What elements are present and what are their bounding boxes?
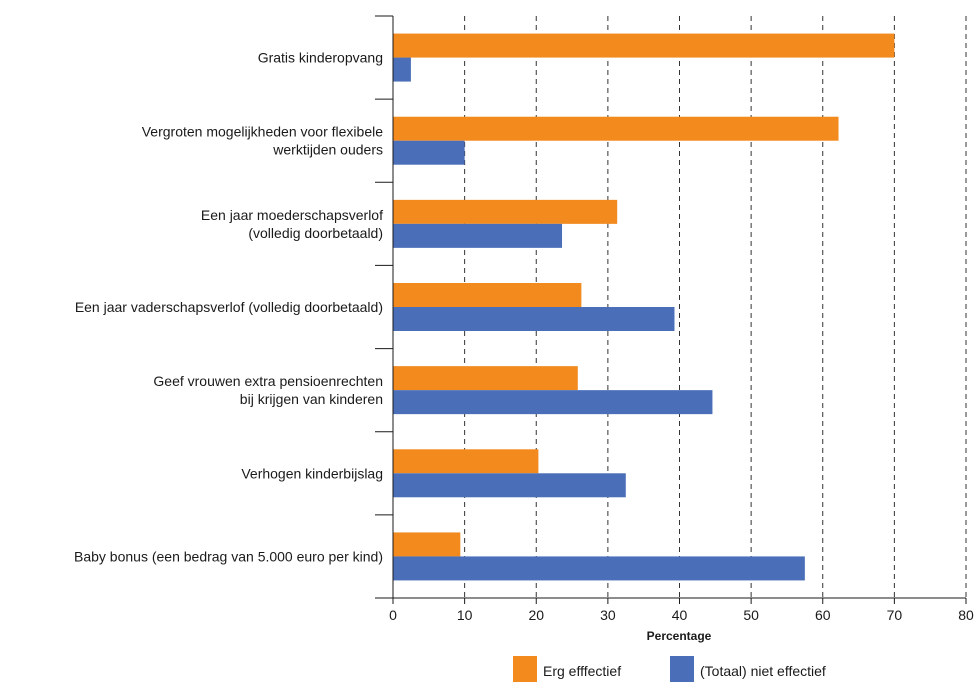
x-tick-label: 10 [457, 607, 473, 623]
bar-erg-effectief [393, 283, 582, 307]
category-label: Gratis kinderopvang [258, 50, 383, 66]
category-label-line: Verhogen kinderbijslag [241, 465, 383, 481]
axes [375, 15, 967, 604]
category-label: Geef vrouwen extra pensioenrechten bij kr… [153, 373, 383, 407]
bar-niet-effectief [393, 390, 713, 415]
category-label-line: Een jaar vaderschapsverlof (volledig doo… [75, 299, 383, 315]
legend-label: Erg efffectief [543, 663, 621, 679]
bar-erg-effectief [393, 116, 839, 141]
category-label-line: (volledig doorbetaald) [248, 225, 383, 241]
category-label: Vergroten mogelijkheden voor flexibele we… [142, 124, 383, 158]
x-tick-labels: 0 10 20 30 40 50 60 70 80 [389, 607, 974, 623]
x-tick-label: 20 [528, 607, 544, 623]
bar-erg-effectief [393, 33, 895, 58]
category-labels: Gratis kinderopvang Vergroten mogelijkhed… [74, 50, 383, 565]
bar-erg-effectief [393, 199, 618, 224]
category-label-line: Een jaar moederschapsverlof [201, 207, 383, 223]
bar-niet-effectief [393, 307, 675, 331]
bar-niet-effectief [393, 223, 563, 248]
category-label-line: werktijden ouders [272, 142, 383, 158]
bar-niet-effectief [393, 57, 411, 82]
category-label-line: Gratis kinderopvang [258, 50, 383, 66]
bar-niet-effectief [393, 473, 626, 498]
x-tick-label: 40 [672, 607, 688, 623]
x-tick-label: 80 [958, 607, 974, 623]
category-label-line: Baby bonus (een bedrag van 5.000 euro pe… [74, 548, 383, 564]
x-axis-label: Percentage [647, 629, 712, 643]
x-tick-label: 60 [815, 607, 831, 623]
x-tick-label: 30 [600, 607, 616, 623]
category-label-line: bij krijgen van kinderen [240, 391, 383, 407]
bar-niet-effectief [393, 556, 805, 581]
category-label-line: Geef vrouwen extra pensioenrechten [153, 373, 383, 389]
bar-erg-effectief [393, 366, 578, 391]
bar-erg-effectief [393, 449, 539, 474]
x-tick-label: 50 [743, 607, 759, 623]
bars [393, 33, 895, 581]
category-label-line: Vergroten mogelijkheden voor flexibele [142, 124, 383, 140]
legend-label: (Totaal) niet effectief [700, 663, 826, 679]
x-tick-label: 70 [887, 607, 903, 623]
legend-swatch [513, 656, 537, 682]
category-label: Een jaar moederschapsverlof (volledig doo… [201, 207, 383, 241]
legend: Erg efffectief (Totaal) niet effectief [513, 656, 826, 682]
category-label: Verhogen kinderbijslag [241, 465, 383, 481]
x-tick-label: 0 [389, 607, 397, 623]
bar-niet-effectief [393, 140, 465, 165]
category-label: Baby bonus (een bedrag van 5.000 euro pe… [74, 548, 383, 564]
category-label: Een jaar vaderschapsverlof (volledig doo… [75, 299, 383, 315]
bar-erg-effectief [393, 532, 461, 557]
legend-swatch [670, 656, 694, 682]
